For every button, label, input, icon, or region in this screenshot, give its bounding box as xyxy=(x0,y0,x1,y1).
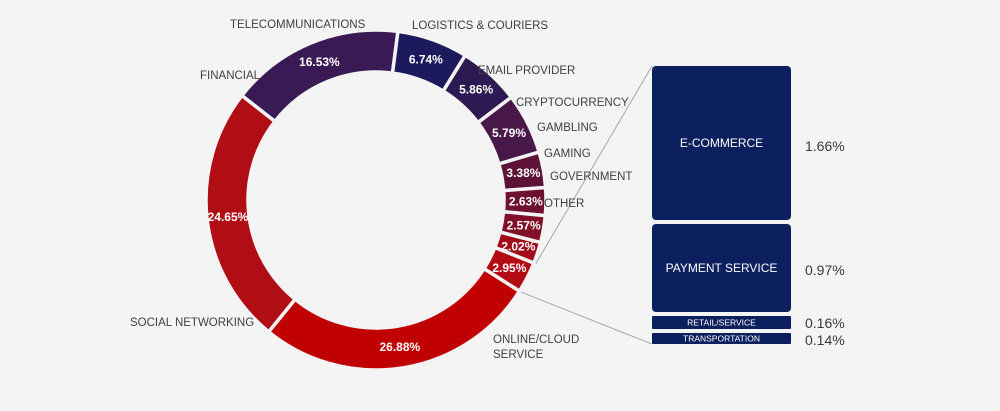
slice-value-label: 24.65% xyxy=(208,210,249,224)
slice-category-label: EMAIL PROVIDER xyxy=(478,65,575,77)
slice-value-label: 2.63% xyxy=(509,194,543,208)
breakdown-value-label: 0.14% xyxy=(805,332,845,348)
slice-category-label: OTHER xyxy=(544,198,584,210)
slice-category-label: GOVERNMENT xyxy=(550,171,632,183)
breakdown-box-payment-service xyxy=(652,224,791,312)
breakdown-box-retail-service xyxy=(652,316,791,329)
outer-labels: ONLINE/CLOUD SERVICE SOCIAL NETWORKING FINA… xyxy=(130,19,632,361)
slice-category-label: GAMING xyxy=(544,148,591,160)
breakdown-box-label: E-COMMERCE xyxy=(680,136,763,150)
donut-chart: 26.88% 24.65% 16.53% 6.74% 5.86% 5.79% 3.38% 2.… xyxy=(204,28,548,372)
slice-value-label: 5.86% xyxy=(459,83,493,97)
breakdown-box-label: RETAIL/SERVICE xyxy=(687,318,756,328)
slice-category-label: FINANCIAL xyxy=(200,70,261,82)
slice-value-label: 5.79% xyxy=(492,126,526,140)
breakdown-value-label: 0.97% xyxy=(805,262,845,278)
slice-category-label: SOCIAL NETWORKING xyxy=(130,317,254,329)
slice-value-label: 2.95% xyxy=(492,261,526,275)
breakdown-value-label: 0.16% xyxy=(805,315,845,331)
slice-category-label: ONLINE/CLOUD SERVICE xyxy=(493,334,579,361)
donut-slice-online-cloud-service xyxy=(266,266,522,372)
slice-category-label: GAMBLING xyxy=(537,122,598,134)
breakdown-box-label: PAYMENT SERVICE xyxy=(666,261,778,275)
donut-slice-other xyxy=(481,245,537,294)
connector-line-bottom xyxy=(521,291,653,345)
slice-category-label: TELECOMMUNICATIONS xyxy=(230,19,366,31)
slice-value-label: 2.02% xyxy=(501,240,535,254)
breakdown-bar: E-COMMERCE 1.66% PAYMENT SERVICE 0.97% RETAI… xyxy=(652,66,845,348)
slice-value-label: 6.74% xyxy=(409,53,443,67)
connector-line-top xyxy=(535,65,653,265)
slice-category-label: CRYPTOCURRENCY xyxy=(516,97,629,109)
breakdown-box-transportation xyxy=(652,333,791,344)
slice-value-label: 3.38% xyxy=(506,166,540,180)
slice-value-label: 16.53% xyxy=(299,55,340,69)
breakdown-box-e-commerce xyxy=(652,66,791,220)
donut-slice-financial xyxy=(239,28,400,124)
slice-value-label: 2.57% xyxy=(507,219,541,233)
slice-value-label: 26.88% xyxy=(380,340,421,354)
connectors xyxy=(521,65,653,345)
slice-category-label: LOGISTICS & COURIERS xyxy=(412,20,548,32)
breakdown-value-label: 1.66% xyxy=(805,138,845,154)
breakdown-box-label: TRANSPORTATION xyxy=(683,334,760,344)
